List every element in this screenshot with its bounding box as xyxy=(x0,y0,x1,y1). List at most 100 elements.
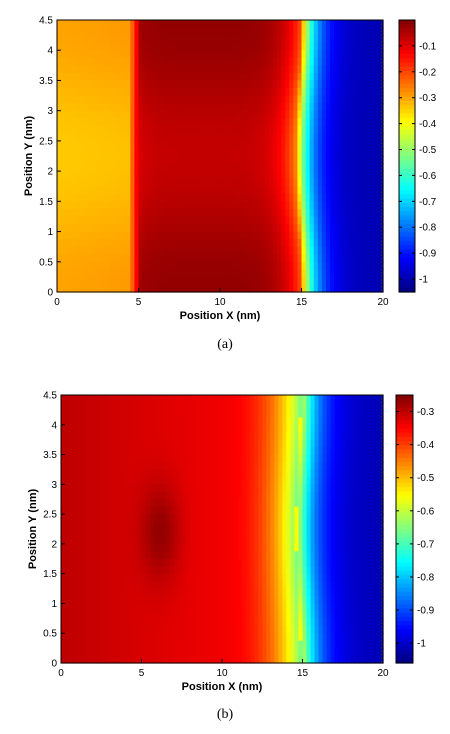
heatmap-cell xyxy=(61,140,66,150)
heatmap-cell xyxy=(217,558,223,567)
heatmap-cell xyxy=(189,603,195,612)
heatmap-cell xyxy=(338,254,343,263)
heatmap-cell xyxy=(73,395,78,404)
heatmap-cell xyxy=(65,148,70,157)
heatmap-cell xyxy=(297,239,303,248)
heatmap-cell xyxy=(248,224,254,233)
heatmap-cell xyxy=(330,118,335,127)
heatmap-cell xyxy=(189,462,195,471)
heatmap-cell xyxy=(125,491,131,500)
heatmap-cell xyxy=(297,88,303,97)
heatmap-cell xyxy=(73,462,78,471)
heatmap-cell xyxy=(121,484,127,493)
heatmap-cell xyxy=(238,462,243,471)
heatmap-cell xyxy=(285,80,290,89)
heatmap-cell xyxy=(137,395,143,404)
heatmap-cell xyxy=(203,88,209,97)
heatmap-cell xyxy=(252,261,258,270)
heatmap-cell xyxy=(93,103,99,112)
heatmap-cell xyxy=(266,596,271,605)
heatmap-cell xyxy=(101,133,107,142)
heatmap-cell xyxy=(73,193,78,202)
heatmap-cell xyxy=(272,27,278,36)
heatmap-cell xyxy=(250,581,255,590)
heatmap-cell xyxy=(370,269,376,278)
heatmap-cell xyxy=(207,65,213,74)
heatmap-cell xyxy=(220,125,225,134)
heatmap-cell xyxy=(207,103,213,112)
heatmap-cell xyxy=(226,462,231,471)
heatmap-cell xyxy=(278,640,283,649)
heatmap-cell xyxy=(161,529,167,538)
heatmap-cell xyxy=(285,103,290,112)
heatmap-cell xyxy=(57,148,62,157)
heatmap-cell xyxy=(137,424,143,433)
heatmap-cell xyxy=(207,261,213,270)
heatmap-cell xyxy=(240,125,246,134)
heatmap-cell xyxy=(85,648,90,657)
heatmap-cell xyxy=(232,284,237,293)
heatmap-cell xyxy=(203,269,209,278)
colorbar-segment xyxy=(399,160,415,166)
heatmap-cell xyxy=(77,633,82,642)
heatmap-cell xyxy=(142,216,148,225)
heatmap-cell xyxy=(126,171,131,180)
heatmap-cell xyxy=(321,178,327,187)
heatmap-cell xyxy=(232,140,237,150)
heatmap-cell xyxy=(169,640,175,649)
heatmap-cells-b xyxy=(61,395,384,664)
heatmap-cell xyxy=(175,57,180,66)
heatmap-cell xyxy=(101,424,106,433)
heatmap-cell xyxy=(301,80,307,89)
heatmap-cell xyxy=(165,514,171,523)
heatmap-cell xyxy=(195,118,201,127)
heatmap-cell xyxy=(362,193,368,202)
heatmap-cell xyxy=(142,193,148,202)
heatmap-cell xyxy=(224,110,229,119)
heatmap-cell xyxy=(179,261,184,270)
heatmap-cell xyxy=(199,42,205,51)
heatmap-cell xyxy=(234,395,239,404)
heatmap-cell xyxy=(93,261,99,270)
heatmap-cell xyxy=(177,543,183,552)
heatmap-cell xyxy=(301,269,307,278)
heatmap-cell xyxy=(244,50,250,59)
heatmap-cell xyxy=(158,118,164,127)
heatmap-cell xyxy=(142,95,148,104)
heatmap-cell xyxy=(297,246,303,255)
heatmap-cell xyxy=(266,424,271,433)
heatmap-cell xyxy=(278,603,283,612)
heatmap-cell xyxy=(169,551,175,560)
heatmap-cell xyxy=(167,95,172,104)
heatmap-cell xyxy=(85,20,91,29)
heatmap-cell xyxy=(61,476,66,485)
heatmap-cell xyxy=(61,186,66,195)
heatmap-cell xyxy=(230,529,235,538)
heatmap-cell xyxy=(378,239,384,248)
heatmap-cell xyxy=(165,573,171,582)
heatmap-cell xyxy=(101,462,106,471)
heatmap-cell xyxy=(234,469,239,478)
heatmap-cell xyxy=(69,156,74,165)
heatmap-cell xyxy=(215,110,221,119)
heatmap-cell xyxy=(281,140,286,150)
heatmap-cell xyxy=(162,20,168,29)
heatmap-cell xyxy=(173,529,179,538)
heatmap-cell xyxy=(73,447,78,456)
heatmap-cell xyxy=(101,484,106,493)
heatmap-cell xyxy=(142,201,148,210)
heatmap-cell xyxy=(256,35,262,44)
heatmap-cell xyxy=(266,402,271,411)
heatmap-cell xyxy=(85,395,90,404)
heatmap-cell xyxy=(57,276,62,286)
heatmap-cell xyxy=(167,186,172,195)
heatmap-cell xyxy=(69,284,74,293)
heatmap-cell xyxy=(370,50,376,59)
heatmap-cell xyxy=(224,186,229,195)
heatmap-cell xyxy=(145,506,151,515)
heatmap-cell xyxy=(224,284,229,293)
heatmap-cell xyxy=(97,276,103,286)
heatmap-cell xyxy=(309,65,315,74)
heatmap-cell xyxy=(350,269,356,278)
colorbar-segment xyxy=(399,28,415,34)
